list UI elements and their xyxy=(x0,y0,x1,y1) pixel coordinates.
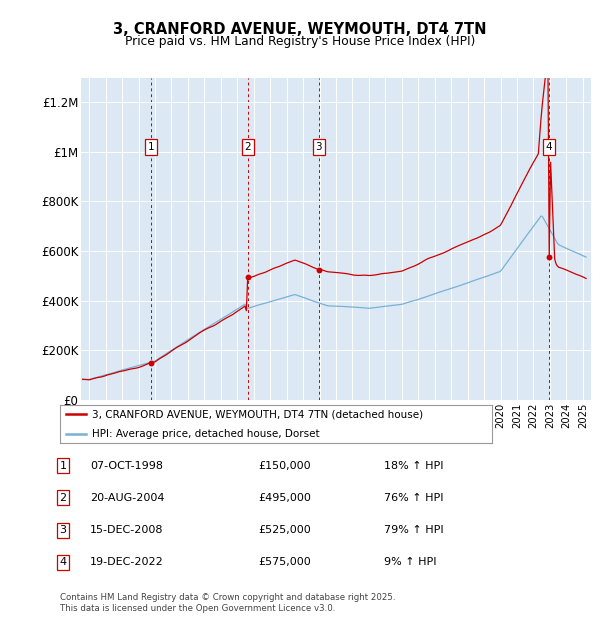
Text: 2: 2 xyxy=(59,493,67,503)
Text: HPI: Average price, detached house, Dorset: HPI: Average price, detached house, Dors… xyxy=(92,428,320,439)
Text: 3, CRANFORD AVENUE, WEYMOUTH, DT4 7TN: 3, CRANFORD AVENUE, WEYMOUTH, DT4 7TN xyxy=(113,22,487,37)
Text: 2: 2 xyxy=(244,142,251,152)
Point xyxy=(146,358,156,368)
Text: 76% ↑ HPI: 76% ↑ HPI xyxy=(384,493,443,503)
Text: 19-DEC-2022: 19-DEC-2022 xyxy=(90,557,164,567)
Text: 9% ↑ HPI: 9% ↑ HPI xyxy=(384,557,437,567)
Text: 4: 4 xyxy=(59,557,67,567)
Text: £150,000: £150,000 xyxy=(258,461,311,471)
Text: 1: 1 xyxy=(59,461,67,471)
Text: 3: 3 xyxy=(316,142,322,152)
Text: 18% ↑ HPI: 18% ↑ HPI xyxy=(384,461,443,471)
Text: 79% ↑ HPI: 79% ↑ HPI xyxy=(384,525,443,535)
Text: £575,000: £575,000 xyxy=(258,557,311,567)
Text: 15-DEC-2008: 15-DEC-2008 xyxy=(90,525,163,535)
Text: Contains HM Land Registry data © Crown copyright and database right 2025.
This d: Contains HM Land Registry data © Crown c… xyxy=(60,593,395,613)
Text: 4: 4 xyxy=(546,142,553,152)
Text: 3: 3 xyxy=(59,525,67,535)
Text: Price paid vs. HM Land Registry's House Price Index (HPI): Price paid vs. HM Land Registry's House … xyxy=(125,35,475,48)
Text: £495,000: £495,000 xyxy=(258,493,311,503)
Point xyxy=(243,272,253,282)
Text: 20-AUG-2004: 20-AUG-2004 xyxy=(90,493,164,503)
Text: 07-OCT-1998: 07-OCT-1998 xyxy=(90,461,163,471)
Point xyxy=(544,252,554,262)
Text: £525,000: £525,000 xyxy=(258,525,311,535)
Point xyxy=(314,265,323,275)
Text: 1: 1 xyxy=(148,142,155,152)
Text: 3, CRANFORD AVENUE, WEYMOUTH, DT4 7TN (detached house): 3, CRANFORD AVENUE, WEYMOUTH, DT4 7TN (d… xyxy=(92,409,424,420)
